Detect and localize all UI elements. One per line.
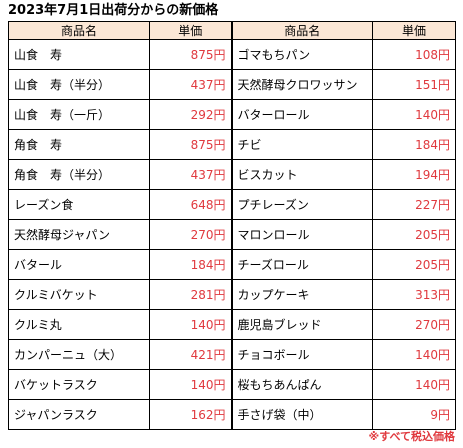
product-name-cell: 角食 寿（半分） xyxy=(8,159,150,190)
product-name-cell: 角食 寿 xyxy=(8,129,150,160)
table-row: 山食 寿 875円 ゴマもちパン 108円 xyxy=(8,39,456,70)
product-name-cell: 鹿児島ブレッド xyxy=(231,309,373,340)
product-name-cell: バターロール xyxy=(231,99,373,130)
unit-price-cell: 313円 xyxy=(372,279,456,310)
product-name-cell: チーズロール xyxy=(231,249,373,280)
unit-price-cell: 140円 xyxy=(372,99,456,130)
unit-price-cell: 292円 xyxy=(149,99,233,130)
table-row: バケットラスク 140円 桜もちあんぱん 140円 xyxy=(8,369,456,400)
table-row: カンパーニュ（大） 421円 チョコボール 140円 xyxy=(8,339,456,370)
unit-price-cell: 140円 xyxy=(149,369,233,400)
header-product-name-left: 商品名 xyxy=(8,21,150,40)
unit-price-cell: 140円 xyxy=(372,339,456,370)
table-row: バタール 184円 チーズロール 205円 xyxy=(8,249,456,280)
header-unit-price-right: 単価 xyxy=(372,21,456,40)
product-name-cell: 天然酵母ジャパン xyxy=(8,219,150,250)
unit-price-cell: 184円 xyxy=(149,249,233,280)
unit-price-cell: 270円 xyxy=(372,309,456,340)
unit-price-cell: 9円 xyxy=(372,399,456,430)
unit-price-cell: 184円 xyxy=(372,129,456,160)
unit-price-cell: 205円 xyxy=(372,219,456,250)
table-row: ジャパンラスク 162円 手さげ袋（中） 9円 xyxy=(8,399,456,430)
unit-price-cell: 437円 xyxy=(149,159,233,190)
table-row: 山食 寿（一斤） 292円 バターロール 140円 xyxy=(8,99,456,130)
product-name-cell: バタール xyxy=(8,249,150,280)
table-row: 角食 寿（半分） 437円 ビスカット 194円 xyxy=(8,159,456,190)
unit-price-cell: 205円 xyxy=(372,249,456,280)
product-name-cell: 手さげ袋（中） xyxy=(231,399,373,430)
product-name-cell: ジャパンラスク xyxy=(8,399,150,430)
table-row: クルミ丸 140円 鹿児島ブレッド 270円 xyxy=(8,309,456,340)
table-row: 山食 寿（半分） 437円 天然酵母クロワッサン 151円 xyxy=(8,69,456,100)
unit-price-cell: 270円 xyxy=(149,219,233,250)
table-header-row: 商品名 単価 商品名 単価 xyxy=(8,21,456,40)
table-row: 角食 寿 875円 チビ 184円 xyxy=(8,129,456,160)
table-row: クルミバケット 281円 カップケーキ 313円 xyxy=(8,279,456,310)
product-name-cell: マロンロール xyxy=(231,219,373,250)
product-name-cell: 桜もちあんぱん xyxy=(231,369,373,400)
product-name-cell: ゴマもちパン xyxy=(231,39,373,70)
product-name-cell: バケットラスク xyxy=(8,369,150,400)
product-name-cell: プチレーズン xyxy=(231,189,373,220)
unit-price-cell: 437円 xyxy=(149,69,233,100)
unit-price-cell: 421円 xyxy=(149,339,233,370)
tax-included-note: ※すべて税込価格 xyxy=(368,430,455,443)
product-name-cell: クルミ丸 xyxy=(8,309,150,340)
unit-price-cell: 151円 xyxy=(372,69,456,100)
unit-price-cell: 227円 xyxy=(372,189,456,220)
product-name-cell: カンパーニュ（大） xyxy=(8,339,150,370)
unit-price-cell: 194円 xyxy=(372,159,456,190)
product-name-cell: クルミバケット xyxy=(8,279,150,310)
unit-price-cell: 108円 xyxy=(372,39,456,70)
unit-price-cell: 648円 xyxy=(149,189,233,220)
unit-price-cell: 875円 xyxy=(149,129,233,160)
price-table: 商品名 単価 商品名 単価 山食 寿 875円 ゴマもちパン 108円 山食 寿（半分）… xyxy=(8,21,456,430)
table-row: 天然酵母ジャパン 270円 マロンロール 205円 xyxy=(8,219,456,250)
table-row: レーズン食 648円 プチレーズン 227円 xyxy=(8,189,456,220)
product-name-cell: 天然酵母クロワッサン xyxy=(231,69,373,100)
unit-price-cell: 140円 xyxy=(149,309,233,340)
header-unit-price-left: 単価 xyxy=(149,21,233,40)
unit-price-cell: 281円 xyxy=(149,279,233,310)
product-name-cell: 山食 寿（半分） xyxy=(8,69,150,100)
unit-price-cell: 140円 xyxy=(372,369,456,400)
product-name-cell: 山食 寿（一斤） xyxy=(8,99,150,130)
product-name-cell: レーズン食 xyxy=(8,189,150,220)
product-name-cell: 山食 寿 xyxy=(8,39,150,70)
page-title: 2023年7月1日出荷分からの新価格 xyxy=(8,3,219,18)
product-name-cell: チョコボール xyxy=(231,339,373,370)
unit-price-cell: 162円 xyxy=(149,399,233,430)
header-product-name-right: 商品名 xyxy=(231,21,373,40)
product-name-cell: ビスカット xyxy=(231,159,373,190)
unit-price-cell: 875円 xyxy=(149,39,233,70)
product-name-cell: チビ xyxy=(231,129,373,160)
product-name-cell: カップケーキ xyxy=(231,279,373,310)
